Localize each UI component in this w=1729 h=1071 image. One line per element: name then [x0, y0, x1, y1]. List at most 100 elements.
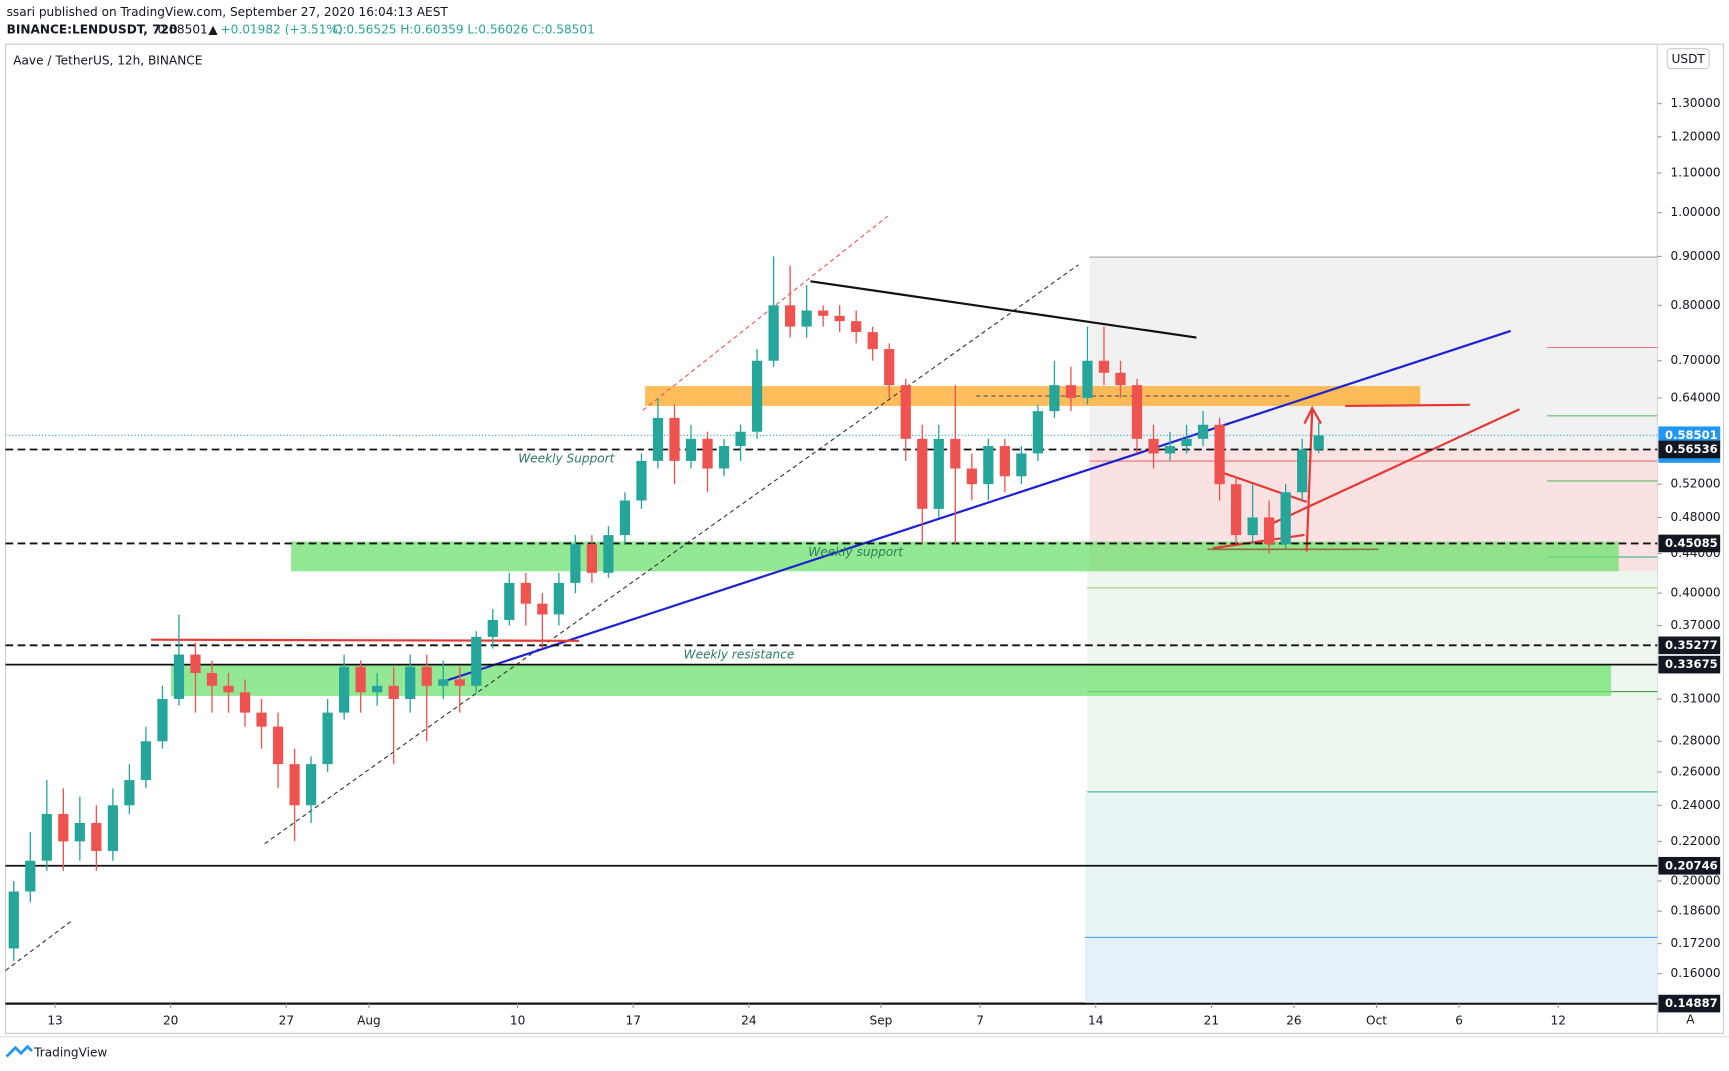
- y-tick-label: 1.00000: [1671, 205, 1721, 219]
- target-zone: [1089, 257, 1658, 449]
- candle-body: [1297, 449, 1308, 493]
- y-tick-label: 0.64000: [1671, 390, 1721, 404]
- candle-body: [933, 438, 944, 509]
- candle-body: [801, 310, 812, 327]
- candle-body: [735, 431, 746, 447]
- candle-body: [983, 446, 994, 485]
- candle-body: [91, 822, 102, 851]
- candle-body: [223, 685, 234, 693]
- candle-body: [537, 603, 548, 615]
- support-zone: [170, 663, 1612, 696]
- brand: TradingView: [33, 1046, 107, 1060]
- candle-body: [966, 468, 977, 485]
- y-tick-label: 1.20000: [1671, 129, 1721, 143]
- price-tag-label: 0.58501: [1665, 428, 1718, 442]
- candle-body: [834, 315, 845, 322]
- y-tick-label: 0.28000: [1671, 734, 1721, 748]
- candle-body: [421, 666, 432, 686]
- chart-title: Aave / TetherUS, 12h, BINANCE: [13, 53, 202, 67]
- price-tag: [1658, 636, 1721, 655]
- candle-body: [619, 500, 631, 536]
- candle-body: [487, 619, 498, 637]
- candle-body: [652, 417, 664, 461]
- y-tick-label: 0.40000: [1671, 586, 1721, 600]
- price-tag: [1658, 655, 1721, 674]
- x-tick-label: 13: [47, 1014, 62, 1028]
- candle-body: [702, 438, 713, 469]
- candle-body: [586, 544, 598, 573]
- x-tick-label: 6: [1455, 1014, 1463, 1028]
- candle-body: [1049, 385, 1060, 412]
- symbol: BINANCE:LENDUSDT, 720: [7, 22, 178, 36]
- y-tick-label: 0.80000: [1671, 298, 1721, 312]
- x-tick-label: 27: [279, 1014, 294, 1028]
- trendline: [1273, 408, 1520, 524]
- candle-body: [669, 417, 680, 461]
- candle-body: [305, 764, 317, 806]
- candle-body: [1164, 446, 1176, 454]
- candle-body: [1230, 484, 1242, 536]
- candle-body: [41, 814, 52, 861]
- arrow-head: [1303, 405, 1322, 425]
- price-tag: [1658, 994, 1721, 1013]
- candle-body: [405, 666, 416, 699]
- candle-body: [718, 446, 730, 469]
- trendline: [151, 638, 579, 642]
- candle-body: [751, 360, 763, 432]
- candle-body: [867, 332, 878, 350]
- candle-body: [636, 460, 647, 501]
- candle-body: [818, 310, 829, 316]
- x-tick-label: 20: [163, 1014, 178, 1028]
- candle-body: [1264, 517, 1275, 545]
- candle-body: [1115, 372, 1126, 386]
- candle-body: [1197, 424, 1209, 439]
- y-tick-label: 0.24000: [1671, 798, 1721, 812]
- candle-body: [900, 385, 911, 439]
- trendline: [446, 329, 1512, 682]
- candle-body: [124, 780, 135, 806]
- trendline: [1345, 403, 1470, 408]
- drawings: [5, 215, 1658, 1005]
- candle-body: [206, 673, 218, 686]
- candle-body: [851, 321, 862, 333]
- price-tag-label: 0.14887: [1665, 996, 1718, 1010]
- candle-body: [768, 305, 779, 361]
- y-tick-label: 0.17200: [1671, 936, 1721, 950]
- annotation: Weekly Support: [518, 451, 615, 465]
- price-tag: [1658, 426, 1721, 445]
- x-tick-label: Sep: [870, 1014, 893, 1028]
- channel-line: [642, 215, 888, 411]
- y-tick-label: 0.48000: [1671, 510, 1721, 524]
- change: +0.01982 (+3.51%): [221, 22, 343, 36]
- x-tick-label: 12: [1551, 1014, 1566, 1028]
- candle-body: [1247, 517, 1258, 536]
- price-tag-label: 0.45085: [1665, 536, 1718, 550]
- x-tick-label: 24: [741, 1014, 757, 1028]
- ohlc: O:0.56525 H:0.60359 L:0.56026 C:0.58501: [333, 22, 595, 36]
- x-tick-label: 14: [1088, 1014, 1104, 1028]
- y-tick-label: 0.70000: [1671, 353, 1721, 367]
- support-zone: [291, 541, 1619, 572]
- candle-body: [157, 698, 168, 742]
- price-tag-label: 0.56536: [1665, 442, 1718, 456]
- price-tag: [1658, 534, 1721, 553]
- candle-body: [74, 822, 85, 842]
- auto-button[interactable]: A: [1686, 1013, 1695, 1027]
- y-tick-label: 0.22000: [1671, 834, 1721, 848]
- candle-body: [107, 805, 119, 851]
- arrow: [1305, 410, 1314, 552]
- candle-body: [388, 685, 399, 699]
- y-tick-label: 0.90000: [1671, 249, 1721, 263]
- candle-body: [999, 446, 1010, 477]
- candle-body: [1313, 435, 1324, 450]
- candle-body: [58, 814, 69, 842]
- last: 0.58501: [158, 22, 208, 36]
- trendline: [810, 280, 1197, 339]
- candle-body: [140, 741, 152, 781]
- annotation: Weekly support: [808, 545, 904, 559]
- x-tick-label: 7: [976, 1014, 984, 1028]
- x-tick-label: 21: [1204, 1014, 1219, 1028]
- candle-body: [1032, 411, 1044, 454]
